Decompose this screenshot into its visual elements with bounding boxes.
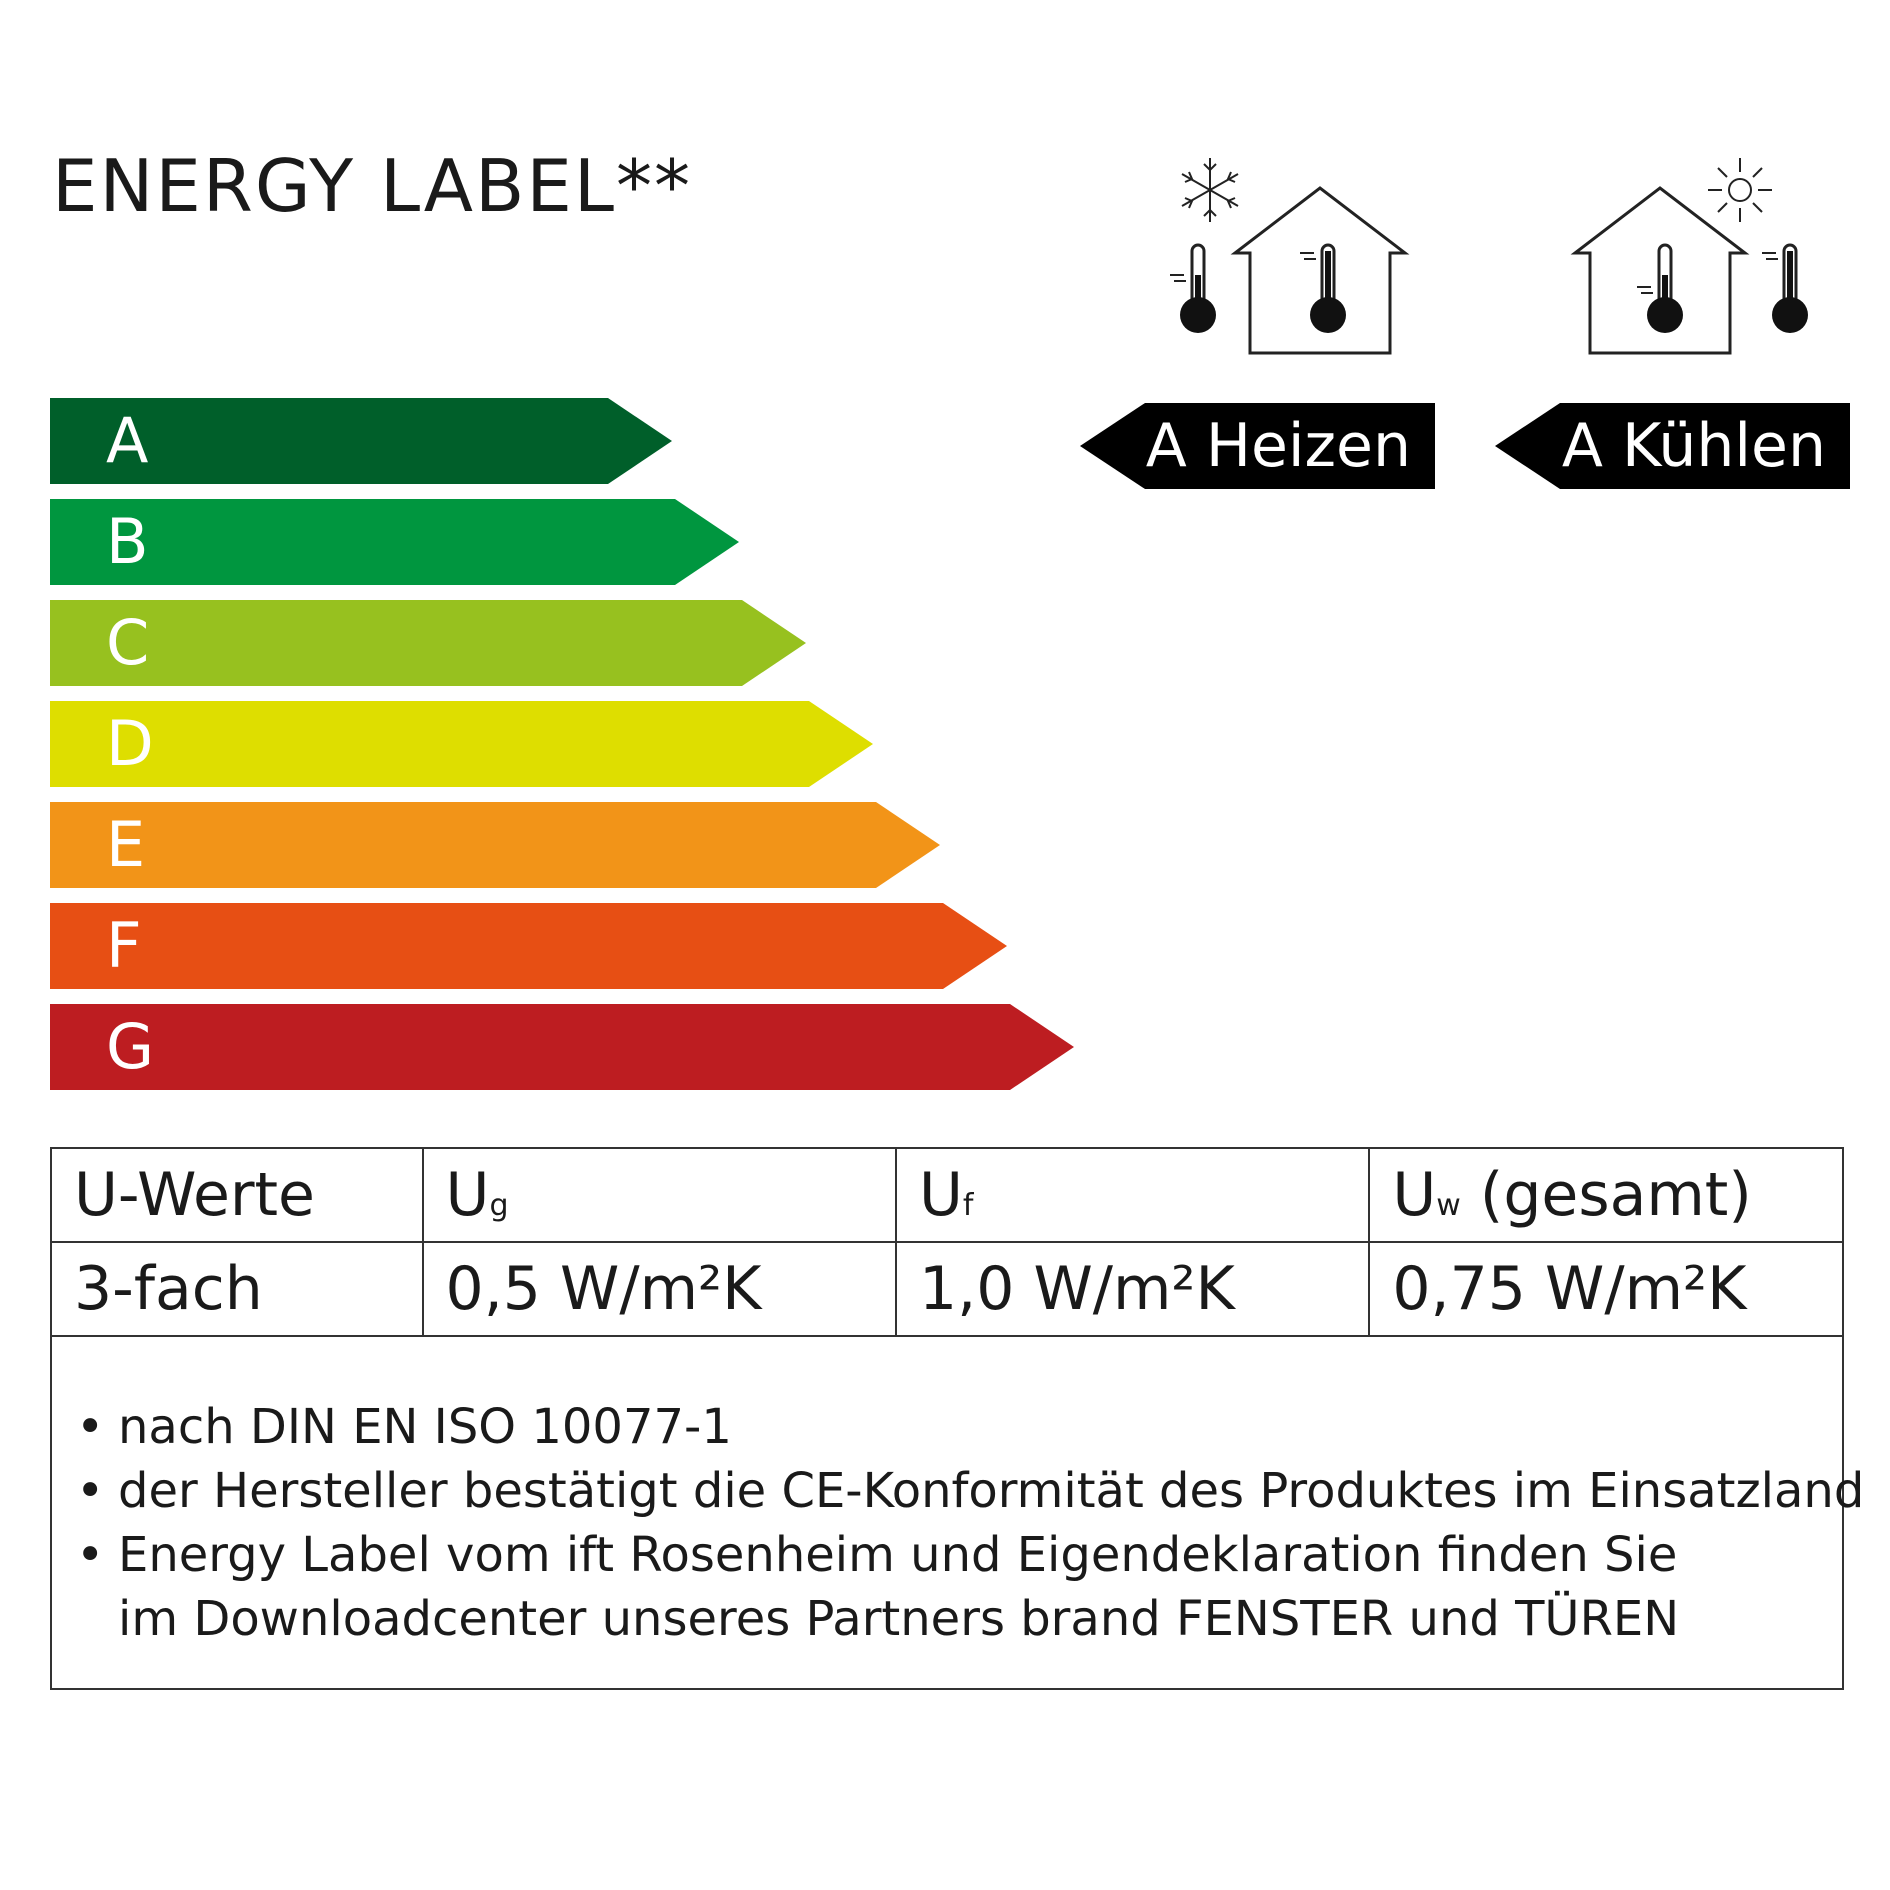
ug-value-cell: 0,5 W/m²K xyxy=(421,1241,897,1337)
note-item: der Hersteller bestätigt die CE-Konformi… xyxy=(76,1459,1864,1523)
cooling-rating-label: A Kühlen xyxy=(1561,411,1826,481)
heating-rating-badge: A Heizen xyxy=(1080,403,1435,489)
energy-class-arrow-shape xyxy=(50,398,672,484)
energy-class-arrow xyxy=(50,903,1007,989)
note-item-line: Energy Label vom ift Rosenheim und Eigen… xyxy=(118,1527,1678,1583)
energy-class-arrow-shape xyxy=(50,499,739,585)
energy-class-bar-g: G xyxy=(50,1004,1074,1090)
cooling-rating-badge: A Kühlen xyxy=(1495,403,1850,489)
energy-class-arrow xyxy=(50,1004,1074,1090)
page-title: ENERGY LABEL** xyxy=(52,144,692,228)
u-werte-label: U-Werte xyxy=(74,1160,315,1230)
energy-class-letter: B xyxy=(106,505,149,578)
ug-subscript: g xyxy=(489,1188,509,1223)
notes-list: nach DIN EN ISO 10077-1 der Hersteller b… xyxy=(76,1395,1864,1651)
energy-class-letter: G xyxy=(106,1010,155,1083)
note-item-continuation: im Downloadcenter unseres Partners brand… xyxy=(118,1591,1680,1647)
notes-box: nach DIN EN ISO 10077-1 der Hersteller b… xyxy=(50,1335,1864,1690)
u-werte-header: U-Werte xyxy=(50,1147,424,1243)
note-item: nach DIN EN ISO 10077-1 xyxy=(76,1395,1864,1459)
energy-class-letter: D xyxy=(106,707,154,780)
ug-header: Ug xyxy=(421,1147,897,1243)
energy-class-bar-e: E xyxy=(50,802,940,888)
uw-header: Uw (gesamt) xyxy=(1368,1147,1844,1243)
house-heating-snowflake-icon xyxy=(1170,158,1410,355)
energy-class-arrow-shape xyxy=(50,600,806,686)
energy-class-arrow-shape xyxy=(50,903,1007,989)
uf-subscript: f xyxy=(962,1188,974,1223)
uf-header: Uf xyxy=(894,1147,1371,1243)
heating-rating-label: A Heizen xyxy=(1145,411,1411,481)
energy-class-arrow-shape xyxy=(50,701,873,787)
u-values-table: U-Werte Ug Uf Uw (gesamt) 3-fach 0,5 W/m… xyxy=(50,1147,1844,1337)
energy-class-bar-d: D xyxy=(50,701,873,787)
energy-class-arrow-shape xyxy=(50,1004,1074,1090)
table-row: 3-fach 0,5 W/m²K 1,0 W/m²K 0,75 W/m²K xyxy=(50,1241,1844,1337)
energy-class-arrow xyxy=(50,701,873,787)
house-cooling-sun-icon xyxy=(1570,158,1808,355)
energy-class-letter: E xyxy=(106,808,146,881)
note-item: Energy Label vom ift Rosenheim und Eigen… xyxy=(76,1523,1864,1651)
table-header-row: U-Werte Ug Uf Uw (gesamt) xyxy=(50,1147,1844,1243)
uw-suffix: (gesamt) xyxy=(1460,1160,1752,1230)
energy-class-letter: F xyxy=(106,909,142,982)
energy-class-arrow xyxy=(50,398,672,484)
energy-class-arrow xyxy=(50,600,806,686)
energy-class-letter: A xyxy=(106,404,149,477)
uf-value-cell: 1,0 W/m²K xyxy=(894,1241,1371,1337)
energy-class-bar-a: A xyxy=(50,398,672,484)
uw-value-cell: 0,75 W/m²K xyxy=(1368,1241,1844,1337)
energy-class-arrow xyxy=(50,499,739,585)
uw-symbol: U xyxy=(1392,1160,1437,1230)
energy-class-bar-c: C xyxy=(50,600,806,686)
energy-class-bar-f: F xyxy=(50,903,1007,989)
energy-class-arrow-shape xyxy=(50,802,940,888)
energy-class-bar-b: B xyxy=(50,499,739,585)
uw-subscript: w xyxy=(1436,1188,1461,1223)
uf-symbol: U xyxy=(918,1160,963,1230)
energy-class-arrow xyxy=(50,802,940,888)
energy-class-letter: C xyxy=(106,606,150,679)
glazing-type-cell: 3-fach xyxy=(50,1241,424,1337)
ug-symbol: U xyxy=(445,1160,490,1230)
